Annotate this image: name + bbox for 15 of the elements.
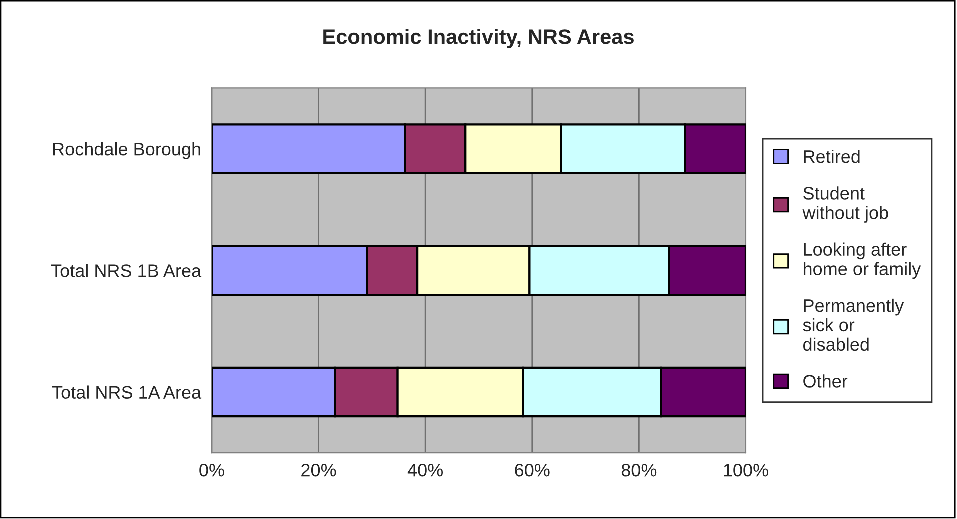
- legend-label: Looking after home or family: [804, 242, 922, 280]
- legend-label: Student without job: [802, 186, 888, 223]
- x-tick-label: 60%: [515, 464, 550, 477]
- y-tick-label: Total NRS 1B Area: [51, 264, 202, 278]
- legend-label: Other: [804, 374, 848, 388]
- x-tick-label: 0%: [200, 464, 224, 477]
- chart-title: Economic Inactivity, NRS Areas: [324, 29, 634, 48]
- x-tick-label: 80%: [622, 464, 657, 477]
- y-tick-label: Total NRS 1A Area: [52, 386, 202, 399]
- legend-label: Retired: [804, 150, 860, 164]
- legend-label: Permanently sick or disabled: [803, 298, 904, 352]
- x-tick-label: 100%: [724, 464, 768, 477]
- x-tick-label: 40%: [408, 464, 444, 477]
- y-tick-label: Rochdale Borough: [53, 142, 200, 160]
- x-tick-label: 20%: [302, 464, 336, 477]
